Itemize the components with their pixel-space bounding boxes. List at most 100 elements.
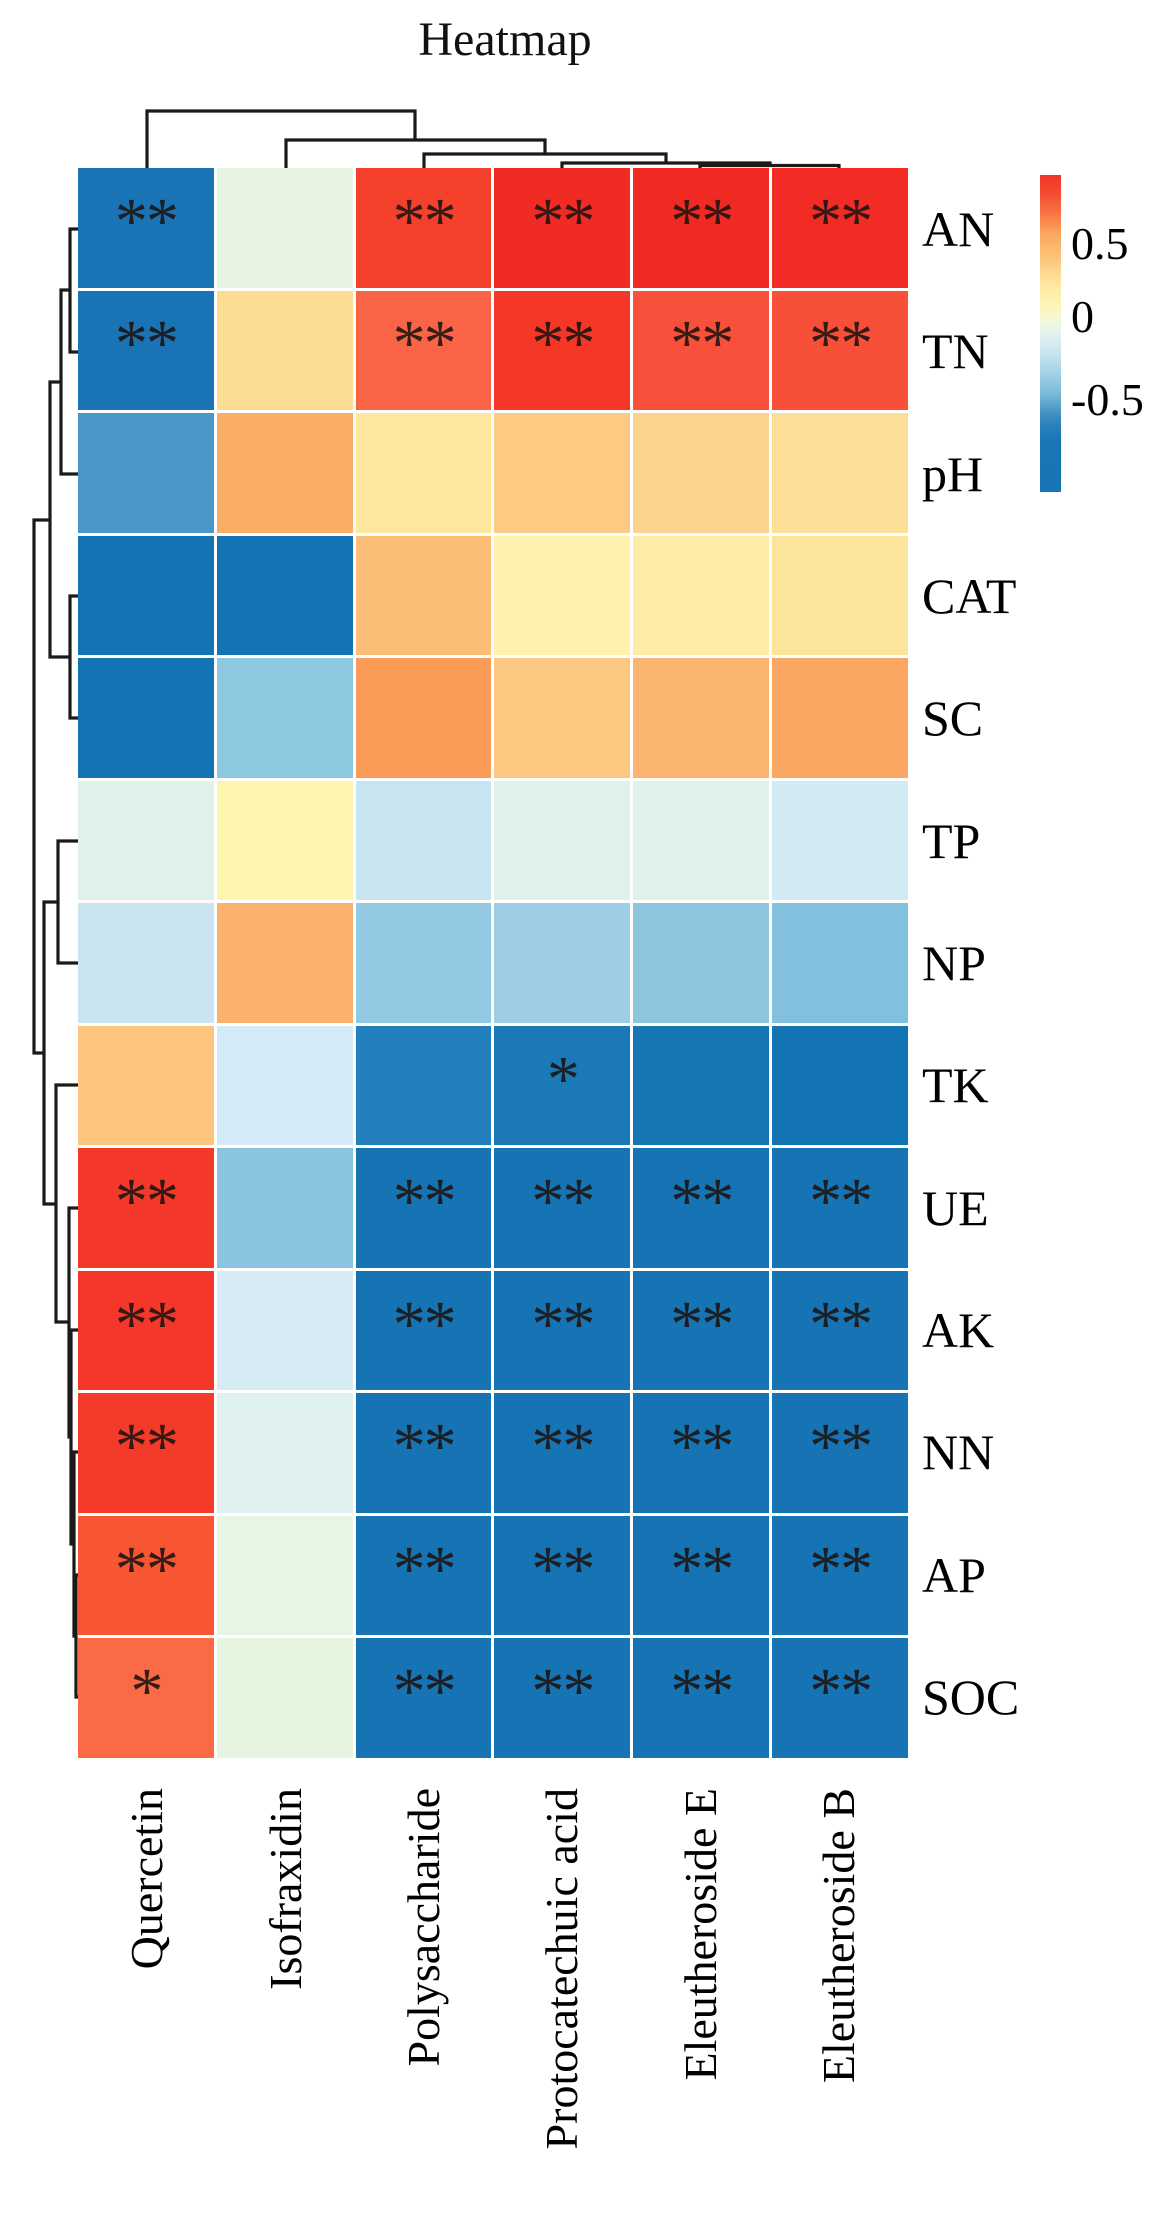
significance-marker: ** xyxy=(531,1532,595,1606)
significance-marker: ** xyxy=(392,1287,457,1361)
heatmap-cell-NP-6 xyxy=(772,903,908,1023)
significance-marker: ** xyxy=(392,307,457,381)
column-label-text: Isofraxidin xyxy=(259,1788,311,1990)
colorbar-tick--0.5: -0.5 xyxy=(1071,374,1144,426)
row-label-SOC: SOC xyxy=(922,1668,1020,1725)
heatmap-cell-TK-6 xyxy=(772,1025,908,1146)
column-label-Eleutheroside-E: Eleutheroside E xyxy=(675,1788,727,2222)
heatmap-cell-SOC-6: ** xyxy=(772,1638,908,1758)
heatmap-cell-AK-2 xyxy=(216,1270,353,1391)
significance-marker: ** xyxy=(670,184,734,258)
heatmap-cell-SC-6 xyxy=(772,658,908,778)
heatmap-cell-NP-4 xyxy=(494,903,631,1023)
heatmap-cell-TP-1 xyxy=(78,780,214,901)
heatmap-cell-AP-6: ** xyxy=(772,1515,908,1636)
heatmap-cell-AP-2 xyxy=(216,1515,353,1636)
significance-marker: ** xyxy=(114,1532,179,1606)
heatmap-cell-SOC-4: ** xyxy=(494,1638,631,1758)
heatmap-cell-AN-2 xyxy=(216,168,353,288)
heatmap-cell-pH-5 xyxy=(633,413,770,533)
significance-marker: ** xyxy=(392,1532,457,1606)
row-label-SC: SC xyxy=(922,690,984,747)
heatmap-cell-CAT-1 xyxy=(78,535,214,656)
column-label-Eleutheroside-B: Eleutheroside B xyxy=(813,1788,865,2222)
heatmap-cell-AK-4: ** xyxy=(494,1270,631,1391)
heatmap-cell-TN-4: ** xyxy=(494,290,631,411)
column-dendrogram-link xyxy=(284,138,547,168)
significance-marker: ** xyxy=(531,307,595,381)
heatmap-cell-SC-3 xyxy=(355,658,492,778)
heatmap-cell-TP-4 xyxy=(494,780,631,901)
significance-marker: ** xyxy=(670,1410,734,1484)
heatmap-cell-NN-5: ** xyxy=(633,1393,770,1513)
significance-marker: ** xyxy=(809,1287,873,1361)
heatmap-cell-SC-4 xyxy=(494,658,631,778)
heatmap-cell-TP-5 xyxy=(633,780,770,901)
column-label-Polysaccharide: Polysaccharide xyxy=(398,1788,450,2222)
row-label-UE: UE xyxy=(922,1179,989,1236)
heatmap-cell-AP-3: ** xyxy=(355,1515,492,1636)
significance-marker: ** xyxy=(809,307,873,381)
heatmap-cell-CAT-6 xyxy=(772,535,908,656)
heatmap-cell-NP-5 xyxy=(633,903,770,1023)
row-dendrogram-link xyxy=(68,594,78,720)
column-label-Protocatechuic-acid: Protocatechuic acid xyxy=(536,1788,588,2222)
column-label-Isofraxidin: Isofraxidin xyxy=(260,1788,312,2222)
heatmap-cell-TK-4: * xyxy=(494,1025,631,1146)
significance-marker: ** xyxy=(392,1165,457,1239)
heatmap-cell-SC-2 xyxy=(216,658,353,778)
column-label-text: Protocatechuic acid xyxy=(536,1788,588,2150)
row-dendrogram-link xyxy=(56,839,78,965)
heatmap-cell-SC-1 xyxy=(78,658,214,778)
heatmap-cell-AN-1: ** xyxy=(78,168,214,288)
heatmap-cell-SOC-3: ** xyxy=(355,1638,492,1758)
significance-marker: ** xyxy=(809,1532,873,1606)
significance-marker: ** xyxy=(809,1410,873,1484)
heatmap-cell-UE-5: ** xyxy=(633,1148,770,1268)
chart-title: Heatmap xyxy=(418,13,592,66)
row-dendrogram-link xyxy=(54,1083,78,1324)
heatmap-cell-pH-2 xyxy=(216,413,353,533)
significance-marker: ** xyxy=(114,307,179,381)
heatmap-cell-SOC-1: * xyxy=(78,1638,214,1758)
heatmap-cell-pH-3 xyxy=(355,413,492,533)
heatmap-cell-NP-1 xyxy=(78,903,214,1023)
heatmap-grid: ** ** ** ** ** ** ** ** ** ** * ** ** ** ** ** ** ** ** ** *… xyxy=(78,168,908,1758)
significance-marker: ** xyxy=(670,1532,734,1606)
significance-marker: ** xyxy=(392,1655,457,1729)
heatmap-cell-AK-3: ** xyxy=(355,1270,492,1391)
column-label-text: Eleutheroside E xyxy=(674,1788,726,2081)
row-dendrogram-link xyxy=(32,518,50,1055)
heatmap-cell-AK-6: ** xyxy=(772,1270,908,1391)
significance-marker: ** xyxy=(531,1165,595,1239)
heatmap-cell-TK-3 xyxy=(355,1025,492,1146)
heatmap-cell-pH-4 xyxy=(494,413,631,533)
heatmap-cell-TK-5 xyxy=(633,1025,770,1146)
column-dendrogram-link xyxy=(698,163,841,168)
significance-marker: ** xyxy=(114,184,179,258)
heatmap-cell-UE-3: ** xyxy=(355,1148,492,1268)
heatmap-cell-TN-3: ** xyxy=(355,290,492,411)
heatmap-cell-AN-4: ** xyxy=(494,168,631,288)
heatmap-cell-NN-6: ** xyxy=(772,1393,908,1513)
significance-marker: ** xyxy=(531,1655,595,1729)
significance-marker: ** xyxy=(114,1410,179,1484)
row-label-AK: AK xyxy=(922,1301,995,1358)
significance-marker: ** xyxy=(392,1410,457,1484)
significance-marker: ** xyxy=(670,1165,734,1239)
heatmap-cell-NN-1: ** xyxy=(78,1393,214,1513)
heatmap-cell-AP-1: ** xyxy=(78,1515,214,1636)
significance-marker: ** xyxy=(114,1287,179,1361)
significance-marker: ** xyxy=(670,1655,734,1729)
heatmap-cell-pH-6 xyxy=(772,413,908,533)
row-dendrogram-link xyxy=(68,227,78,354)
column-dendrogram-link xyxy=(145,109,417,168)
row-label-TK: TK xyxy=(922,1057,989,1114)
significance-marker: ** xyxy=(809,184,873,258)
column-label-text: Polysaccharide xyxy=(397,1788,449,2067)
heatmap-cell-UE-1: ** xyxy=(78,1148,214,1268)
heatmap-cell-CAT-5 xyxy=(633,535,770,656)
column-label-Quercetin: Quercetin xyxy=(121,1788,173,2222)
